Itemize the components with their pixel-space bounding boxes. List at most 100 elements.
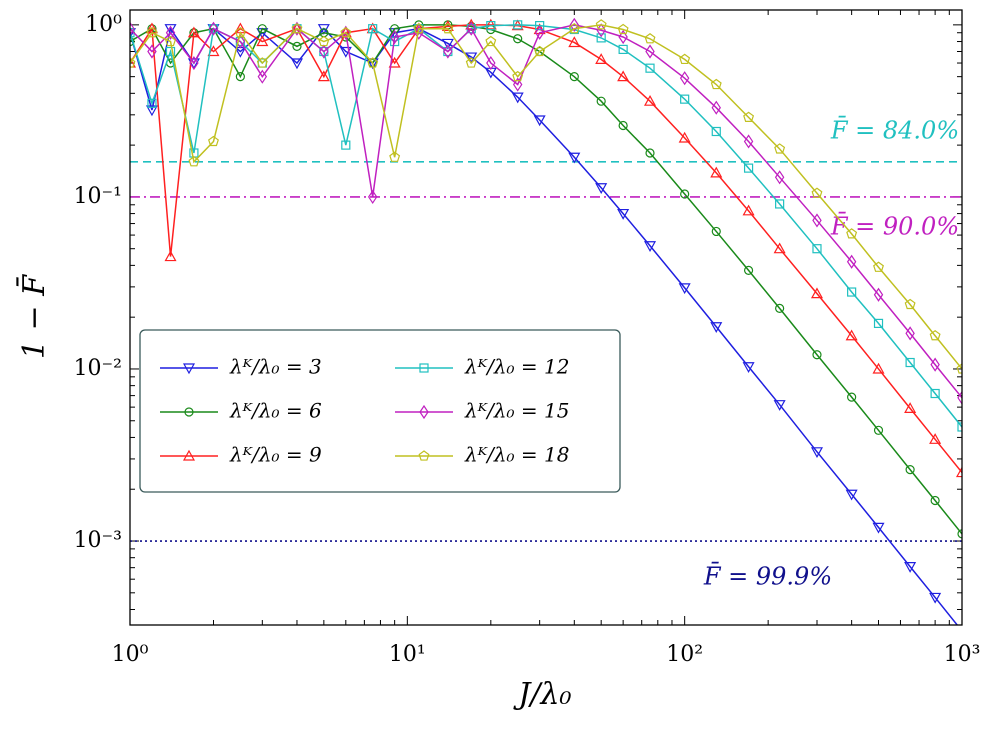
data-point [535, 21, 545, 31]
data-point [711, 126, 721, 137]
data-point [775, 199, 785, 209]
data-point [130, 56, 137, 68]
legend-marker [184, 407, 194, 417]
data-point [595, 183, 608, 195]
data-point [511, 92, 524, 104]
data-point [595, 19, 607, 30]
data-point [645, 148, 655, 158]
data-point [905, 465, 915, 475]
data-point [644, 33, 656, 44]
data-point [810, 447, 824, 459]
data-point [568, 36, 581, 48]
data-point [618, 120, 628, 131]
data-point [164, 24, 177, 35]
data-point [742, 362, 755, 373]
data-point [711, 100, 721, 115]
data-point [595, 53, 608, 64]
data-point [187, 26, 200, 38]
data-point [513, 20, 523, 30]
data-point [568, 152, 581, 164]
data-point [617, 208, 630, 220]
data-point [904, 562, 917, 573]
data-point [873, 287, 884, 302]
data-point [513, 34, 523, 44]
data-point [569, 17, 580, 32]
data-point [389, 151, 401, 162]
data-point [743, 163, 754, 173]
data-point [812, 350, 822, 360]
legend-marker [418, 450, 430, 461]
data-point [485, 35, 497, 47]
y-tick-label: 10⁻¹ [74, 184, 122, 209]
data-point [486, 21, 496, 31]
data-point [596, 33, 606, 43]
data-point [292, 41, 302, 51]
data-point [930, 495, 940, 506]
data-point [568, 22, 580, 34]
data-point [710, 78, 722, 90]
data-point [292, 21, 302, 36]
data-point [414, 25, 424, 40]
data-point [955, 466, 962, 478]
data-point [680, 94, 690, 104]
data-point [904, 402, 917, 413]
data-point [930, 357, 940, 372]
data-point [811, 187, 823, 198]
data-point [130, 57, 136, 68]
legend-marker [182, 363, 196, 375]
data-point [679, 53, 691, 65]
legend-label: λᴷ/λ₀ = 6 [229, 399, 322, 423]
data-point [742, 204, 755, 216]
data-point [872, 522, 885, 534]
legend-marker [419, 363, 429, 373]
data-point [957, 390, 962, 405]
data-point [812, 213, 822, 228]
data-point [235, 72, 245, 82]
data-point [208, 21, 219, 36]
y-tick-label: 10⁻³ [74, 528, 122, 553]
data-point [846, 228, 858, 239]
data-point [367, 189, 378, 204]
data-point [743, 265, 754, 276]
data-point [846, 254, 857, 269]
data-point [512, 70, 524, 82]
x-axis-label: J/λ₀ [512, 677, 571, 712]
series [130, 17, 962, 405]
data-point [645, 63, 655, 73]
y-axis-label: 1 − F̄ [16, 274, 52, 359]
data-point [743, 111, 755, 122]
data-point [680, 189, 690, 199]
data-point [569, 72, 579, 82]
data-point [847, 392, 857, 402]
legend-marker [182, 449, 196, 461]
data-point [533, 115, 546, 127]
data-point [367, 57, 379, 68]
data-point [290, 58, 303, 70]
data-point [596, 96, 606, 106]
data-point [441, 38, 454, 50]
data-point [873, 261, 884, 272]
data-point [743, 134, 754, 149]
data-point [645, 44, 655, 59]
data-point [207, 45, 220, 57]
data-point [130, 21, 135, 36]
data-point [618, 29, 628, 45]
data-point [775, 303, 785, 313]
data-point [872, 362, 885, 374]
data-point [929, 592, 942, 604]
data-point [711, 226, 721, 237]
data-point [318, 35, 330, 47]
data-point [389, 29, 400, 45]
x-tick-label: 10¹ [389, 642, 426, 667]
data-point [291, 22, 303, 34]
data-point [443, 44, 453, 59]
data-point [341, 140, 351, 150]
data-point [165, 46, 176, 57]
data-point [679, 71, 690, 86]
data-point [905, 357, 915, 368]
data-point [341, 25, 351, 40]
data-point [390, 24, 400, 34]
data-point [234, 26, 246, 38]
data-point [957, 422, 962, 432]
